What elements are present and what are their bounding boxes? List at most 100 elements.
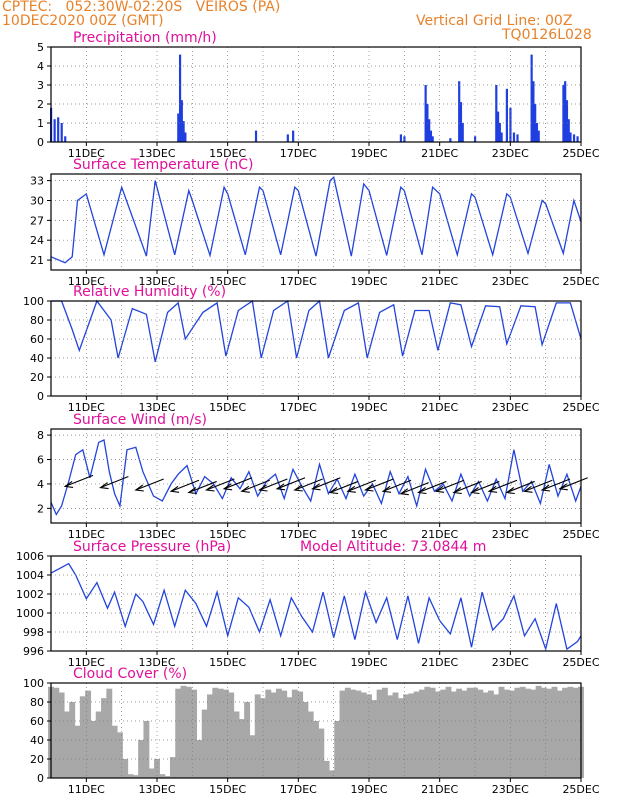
cloud-bar [122, 759, 129, 778]
wind-arrow-head [523, 485, 533, 493]
precip-bar [292, 130, 295, 142]
wind-arrow-head [364, 484, 374, 492]
precip-bar [532, 81, 535, 142]
wind-xtick-label: 15DEC [209, 528, 246, 541]
precip-ytick-label: 2 [37, 98, 44, 111]
temp-xtick-label: 19DEC [350, 275, 387, 288]
temp-xtick-label: 17DEC [280, 275, 317, 288]
cloud-bar [450, 691, 457, 778]
pressure-line [50, 562, 582, 652]
precip-bar [461, 123, 464, 142]
cloud-bar [503, 689, 510, 778]
wind-arrow-head [470, 487, 480, 495]
cloud-bar [132, 775, 139, 778]
precip-ytick-label: 3 [37, 79, 44, 92]
wind-arrow [170, 479, 200, 492]
cloud-bar [403, 694, 410, 778]
cloud-bar [201, 709, 208, 778]
rh-frame [50, 300, 582, 397]
temp-xtick-label: 11DEC [68, 275, 105, 288]
wind-arrow-head [417, 487, 427, 495]
cloud-xtick-label: 21DEC [421, 783, 458, 796]
wind-frame [50, 428, 582, 524]
precip-bar [516, 134, 519, 142]
pressure-xtick-label: 23DEC [492, 656, 529, 669]
cloud-ytick-label: 20 [30, 753, 44, 766]
rh-ytick-label: 60 [30, 333, 44, 346]
wind-arrow-head [381, 485, 392, 493]
header-model-id: TQ0126L028 [502, 27, 592, 43]
wind-xtick-label: 21DEC [421, 528, 458, 541]
wind-arrow [223, 477, 253, 490]
cloud-bar [217, 688, 224, 778]
temp-title: Surface Temperature (nC) [73, 157, 254, 173]
cloud-bar [334, 721, 341, 778]
cloud-bar [106, 688, 113, 778]
cloud-bar [477, 689, 484, 778]
cloud-bar [228, 692, 235, 778]
precip-bar [498, 123, 501, 142]
precip-bar [428, 119, 431, 142]
cloud-bar [143, 721, 150, 778]
pressure-ytick-label: 996 [23, 645, 44, 658]
cloud-bar [85, 690, 92, 778]
cloud-bar [498, 686, 505, 778]
cloud-bar [297, 691, 304, 778]
wind-arrow-head [328, 487, 339, 495]
cloud-bar [350, 689, 357, 778]
cloud-bar [366, 694, 372, 778]
temp-ytick-label: 24 [30, 234, 44, 247]
wind-arrow [400, 482, 429, 495]
wind-arrow [241, 479, 270, 492]
cloud-bar [466, 687, 473, 778]
wind-arrow-head [222, 483, 233, 491]
wind-arrow-head [311, 483, 321, 491]
cloud-bar [424, 686, 431, 778]
wind-xtick-label: 23DEC [492, 528, 529, 541]
wind-arrow-head [346, 485, 356, 493]
cloud-bar [159, 774, 166, 778]
cloud-xtick-label: 13DEC [138, 783, 175, 796]
wind-arrow-head [452, 487, 462, 495]
cloud-bar [101, 698, 107, 778]
precip-bar [569, 132, 572, 142]
cloud-bar [339, 690, 346, 778]
precip-bar [184, 132, 187, 142]
wind-arrow [259, 478, 288, 491]
wind-arrow [559, 477, 588, 490]
rh-xtick-label: 25DEC [562, 401, 599, 414]
wind-arrow-head [99, 482, 109, 490]
cloud-bar [138, 740, 145, 778]
cloud-bar [567, 686, 574, 778]
precip-xtick-label: 19DEC [350, 147, 387, 160]
precip-bar [505, 88, 508, 142]
temp-xtick-label: 15DEC [209, 275, 246, 288]
cloud-bar [79, 696, 86, 778]
wind-title: Surface Wind (m/s) [73, 412, 207, 428]
cloud-bar [381, 687, 388, 778]
cloud-bar [313, 721, 319, 778]
pressure-ytick-label: 998 [23, 626, 44, 639]
precip-bar [509, 107, 512, 142]
rh-ytick-label: 40 [30, 352, 44, 365]
wind-xtick-label: 11DEC [68, 528, 105, 541]
wind-arrow [312, 477, 341, 490]
cloud-bar [493, 694, 500, 778]
wind-arrow [276, 477, 306, 490]
cloud-bar [185, 686, 192, 778]
cloud-bar [540, 687, 547, 778]
pressure-xtick-label: 19DEC [350, 656, 387, 669]
temp-ytick-label: 30 [30, 194, 44, 207]
wind-xtick-label: 19DEC [350, 528, 387, 541]
cloud-bar [419, 689, 425, 778]
cloud-bar [207, 694, 213, 778]
pressure-ytick-label: 1004 [16, 569, 44, 582]
cloud-bar [265, 689, 272, 778]
precip-bar [424, 85, 427, 142]
cloud-bar [551, 686, 558, 778]
precip-bar [562, 85, 565, 142]
temp-ytick-label: 33 [30, 175, 44, 188]
rh-xtick-label: 13DEC [138, 401, 175, 414]
wind-arrow [347, 479, 376, 492]
cloud-bar [281, 690, 288, 778]
